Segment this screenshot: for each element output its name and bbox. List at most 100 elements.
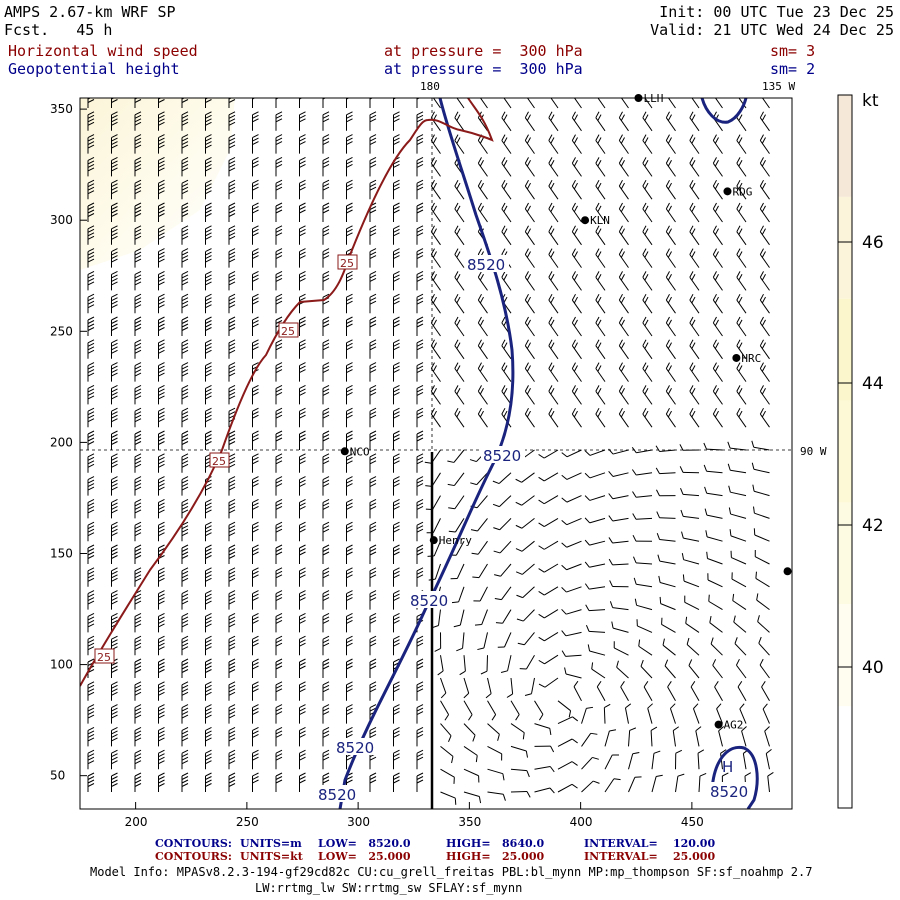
wind-barb: [393, 111, 400, 131]
wind-barb: [548, 271, 559, 291]
wind-barb: [680, 488, 700, 497]
wind-barb: [181, 362, 189, 382]
wind-barb: [416, 134, 424, 154]
wind-barb: [430, 407, 441, 428]
wind-barb: [205, 430, 212, 450]
wind-barb: [416, 749, 424, 770]
colorbar-label: 40: [862, 658, 884, 678]
wind-barb: [685, 616, 700, 633]
wind-barb: [756, 593, 770, 611]
wind-barb: [651, 750, 661, 770]
wind-barb: [524, 225, 535, 246]
wind-barb: [759, 111, 770, 132]
wind-barb: [624, 703, 632, 724]
wind-barb: [448, 518, 465, 533]
wind-barb: [275, 407, 283, 428]
wind-barb: [642, 407, 653, 428]
wind-barb: [275, 339, 283, 359]
wind-barb: [393, 749, 400, 770]
wind-barb: [158, 134, 165, 154]
wind-barb: [299, 726, 306, 747]
wind-barb: [299, 316, 306, 336]
wind-barb: [524, 111, 535, 132]
wind-barb: [477, 316, 488, 337]
wind-barb: [515, 540, 535, 552]
wind-barb: [524, 271, 535, 291]
wind-barb: [205, 726, 212, 747]
wind-barb: [134, 339, 142, 359]
model-info-line2: LW:rrtmg_lw SW:rrtmg_sw SFLAY:sf_mynn: [255, 881, 523, 895]
wind-barb: [181, 430, 189, 450]
wind-barb: [322, 270, 330, 291]
wind-barb: [477, 293, 488, 314]
wind-barb: [447, 472, 465, 487]
wind-barb: [571, 157, 582, 177]
wind-barb: [665, 316, 676, 337]
wind-barb: [712, 339, 723, 360]
wind-barb: [181, 704, 189, 724]
wind-barb: [393, 567, 400, 587]
wind-barb: [689, 134, 700, 154]
wind-barb: [493, 518, 512, 531]
wind-barb: [712, 157, 723, 177]
wind-barb: [228, 270, 236, 291]
wind-barb: [393, 726, 400, 747]
wind-barb: [322, 544, 330, 564]
height-contour-8520-se: [710, 745, 759, 809]
wind-barb: [322, 339, 330, 359]
wind-barb: [346, 362, 353, 382]
wind-barb: [87, 111, 95, 131]
wind-barb: [322, 430, 330, 450]
wind-barb: [584, 449, 606, 456]
wind-barb: [87, 293, 95, 314]
wind-barb: [275, 362, 283, 382]
wind-barb: [733, 615, 747, 633]
wind-barb: [134, 544, 142, 564]
wind-barb: [346, 453, 353, 473]
station-label: RDG: [732, 185, 752, 198]
wind-barb: [369, 407, 377, 428]
wind-barb: [477, 632, 488, 651]
wind-barb: [369, 521, 377, 542]
field2-name: Geopotential height: [8, 60, 180, 78]
wind-barb: [205, 202, 212, 222]
wind-barb: [736, 407, 747, 428]
wind-barb: [87, 179, 95, 200]
wind-barb: [181, 111, 189, 131]
contour1-interval: INTERVAL= 120.00: [584, 837, 716, 850]
wind-barb: [228, 156, 236, 177]
wind-barb: [454, 202, 465, 223]
wind-barb: [181, 453, 189, 473]
wind-barb: [470, 518, 488, 532]
wind-barb: [737, 681, 747, 702]
wind-barb: [299, 134, 306, 154]
wind-barb: [595, 248, 606, 268]
y-tick-label: 350: [50, 102, 73, 116]
wind-barb: [642, 316, 653, 337]
wind-barb: [252, 430, 259, 450]
wind-barb: [205, 362, 212, 382]
wind-barb: [158, 248, 165, 268]
lon-label-135w: 135 W: [762, 80, 795, 93]
wind-barb: [275, 225, 283, 245]
wind-barb: [618, 225, 629, 246]
wind-barb: [454, 98, 465, 109]
wind-barb: [585, 604, 606, 612]
wind-barb: [581, 706, 594, 724]
wind-barb: [585, 625, 606, 633]
wind-barb: [416, 658, 424, 678]
wind-barb: [571, 339, 582, 360]
wind-barb: [158, 635, 165, 656]
wind-barb: [759, 362, 770, 382]
wind-barb: [492, 495, 512, 508]
wind-barb: [538, 495, 559, 505]
wind-barb: [524, 362, 535, 382]
wind-label-box: [94, 648, 115, 664]
wind-barb: [595, 385, 606, 405]
wind-barb: [416, 476, 424, 496]
station-dot: [340, 447, 349, 456]
wind-barb: [456, 632, 465, 652]
station-label: Henry: [439, 534, 472, 547]
wind-barb: [393, 134, 400, 154]
wind-barb: [393, 476, 400, 496]
